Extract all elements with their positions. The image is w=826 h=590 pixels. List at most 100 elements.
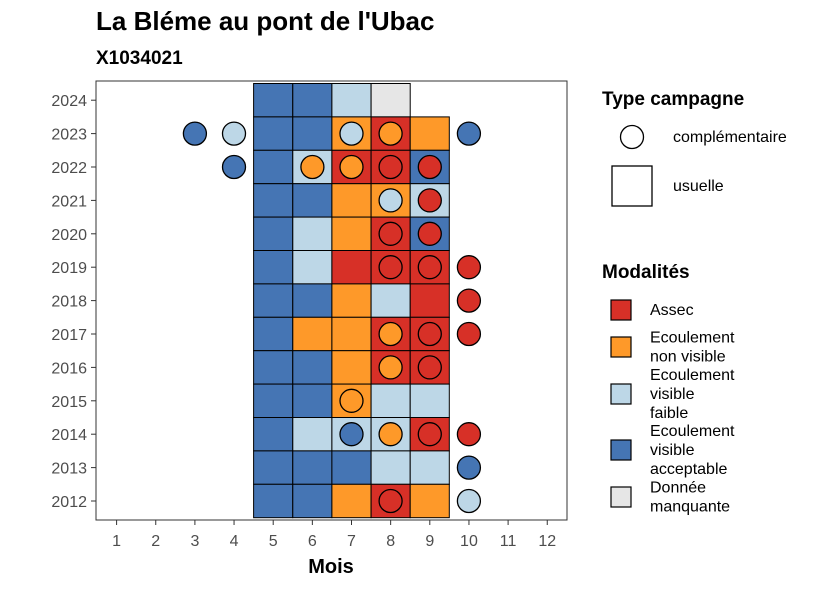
- legend-swatch-ecoulement_non_visible: [610, 336, 632, 358]
- point-2023-8: [378, 121, 403, 146]
- tile-2013-8: [370, 450, 411, 485]
- point-2012-10: [456, 488, 482, 514]
- tile-2013-9: [409, 450, 450, 485]
- y-tick-label: 2016: [51, 360, 87, 377]
- legend-swatch-ecoulement_visible_acceptable: [610, 439, 632, 461]
- legend-swatch-donnee_manquante: [610, 486, 632, 508]
- point-2019-8: [378, 255, 403, 280]
- y-tick-label: 2021: [51, 193, 87, 210]
- tile-2017-5: [253, 316, 294, 352]
- point-2020-9: [417, 221, 442, 246]
- y-tick-label: 2017: [51, 327, 87, 344]
- legend-modalite-label: visible: [650, 442, 695, 459]
- y-tick-label: 2020: [51, 227, 87, 244]
- tile-2020-7: [331, 216, 372, 252]
- x-tick-label: 1: [112, 533, 121, 550]
- x-tick-label: 7: [347, 533, 356, 550]
- x-tick-label: 2: [151, 533, 160, 550]
- tile-2013-7: [331, 450, 372, 485]
- point-2023-4: [221, 121, 247, 146]
- legend-modalite-label: Donnée: [650, 480, 706, 497]
- point-2016-8: [378, 355, 403, 380]
- x-axis-title: Mois: [308, 556, 354, 578]
- tile-2012-9: [409, 483, 450, 519]
- point-2022-9: [417, 154, 442, 180]
- chart-title: La Bléme au pont de l'Ubac: [96, 6, 434, 36]
- tile-2023-6: [292, 116, 333, 151]
- y-tick-label: 2023: [51, 127, 87, 144]
- x-tick-label: 4: [230, 533, 239, 550]
- tile-2024-7: [331, 83, 372, 118]
- tile-2015-8: [370, 383, 411, 419]
- point-2020-8: [378, 221, 403, 246]
- x-tick-label: 3: [190, 533, 199, 550]
- legend-modalite-label: visible: [650, 386, 695, 403]
- point-2021-8: [378, 188, 403, 213]
- tile-2017-7: [331, 316, 372, 352]
- point-2018-10: [456, 288, 482, 313]
- tile-2023-9: [409, 116, 450, 151]
- tile-2015-9: [409, 383, 450, 419]
- y-tick-label: 2015: [51, 394, 87, 411]
- point-2017-8: [378, 321, 403, 347]
- tile-2016-7: [331, 350, 372, 385]
- tile-2024-5: [253, 83, 294, 118]
- tile-2016-6: [292, 350, 333, 385]
- legend-modalite-label: faible: [650, 405, 688, 422]
- legend-circle-key: [619, 124, 645, 150]
- legend-campaign: Type campagne complémentaire usuelle: [602, 89, 787, 207]
- tile-2018-5: [253, 283, 294, 318]
- tile-2013-5: [253, 450, 294, 485]
- x-tick-label: 9: [425, 533, 434, 550]
- legend-modalites-title: Modalités: [602, 262, 690, 283]
- tile-layer: [253, 83, 450, 519]
- legend-campaign-label: usuelle: [673, 178, 724, 195]
- tile-2019-5: [253, 250, 294, 285]
- point-2023-10: [456, 121, 482, 146]
- point-2019-9: [417, 255, 442, 280]
- point-2014-9: [417, 422, 442, 447]
- point-2017-9: [417, 321, 442, 347]
- x-axis: 1 2 3 4 5 6 7 8 9 10 11 12: [112, 520, 556, 550]
- point-2015-7: [339, 388, 364, 413]
- tile-2012-6: [292, 483, 333, 519]
- legend-modalite-label: manquante: [650, 499, 730, 516]
- tile-2019-7: [331, 250, 372, 285]
- y-tick-label: 2013: [51, 461, 87, 478]
- point-2014-8: [378, 422, 403, 447]
- tile-2020-6: [292, 216, 333, 252]
- point-2016-9: [417, 355, 442, 380]
- legend-modalite-label: non visible: [650, 349, 726, 366]
- tile-2021-6: [292, 183, 333, 218]
- point-2021-9: [417, 188, 442, 213]
- point-2014-7: [339, 422, 364, 447]
- tile-2018-7: [331, 283, 372, 318]
- y-tick-label: 2012: [51, 494, 87, 511]
- legend-campaign-title: Type campagne: [602, 89, 744, 110]
- legend-modalite-label: acceptable: [650, 461, 727, 478]
- tile-2021-7: [331, 183, 372, 218]
- tile-2021-5: [253, 183, 294, 218]
- y-axis: 2012 2013 2014 2015 2016 2017 2018 2019 2020 2021…: [51, 93, 96, 511]
- tile-2020-5: [253, 216, 294, 252]
- point-2014-10: [456, 422, 482, 447]
- tile-2019-6: [292, 250, 333, 285]
- tile-2012-7: [331, 483, 372, 519]
- y-tick-label: 2024: [51, 93, 87, 110]
- tile-2016-5: [253, 350, 294, 385]
- point-2022-4: [221, 154, 247, 180]
- y-tick-label: 2018: [51, 294, 87, 311]
- legend-modalite-label: Ecoulement: [650, 367, 735, 384]
- chart-subtitle: X1034021: [96, 48, 183, 69]
- point-layer: [182, 121, 482, 514]
- x-tick-label: 12: [538, 533, 556, 550]
- tile-2018-8: [370, 283, 411, 318]
- y-tick-label: 2022: [51, 160, 87, 177]
- tile-2022-5: [253, 149, 294, 185]
- legend-modalite-label: Ecoulement: [650, 423, 735, 440]
- legend-swatch-assec: [610, 299, 632, 321]
- point-2022-7: [339, 154, 364, 180]
- x-tick-label: 5: [269, 533, 278, 550]
